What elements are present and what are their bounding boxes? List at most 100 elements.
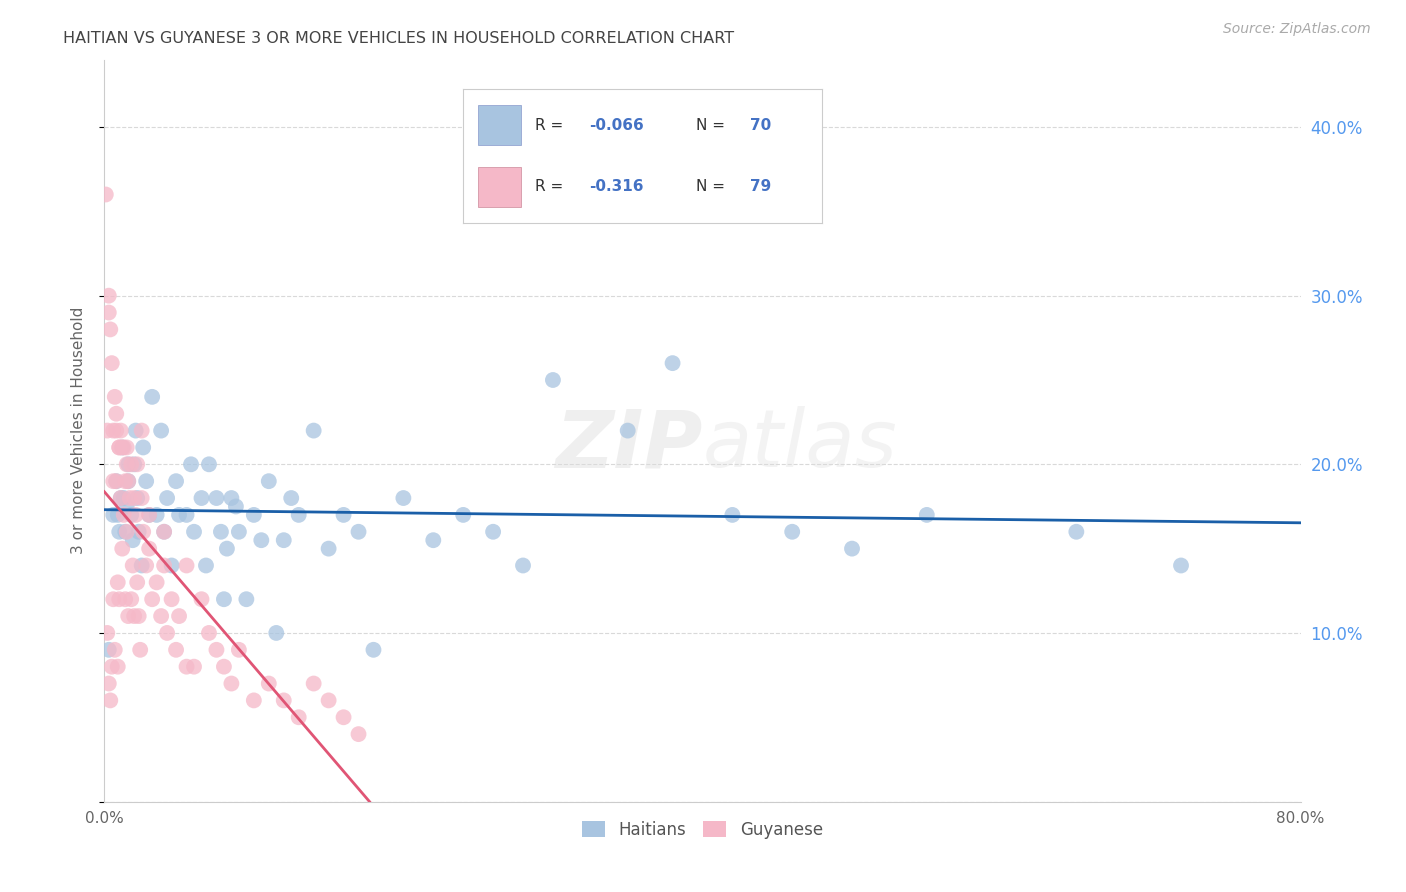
Point [225, 500, 247, 514]
Point [128, 609, 150, 624]
Point [264, 626, 287, 640]
Point [150, 609, 173, 624]
Point [332, 508, 354, 522]
Point [250, 533, 273, 548]
Point [127, 491, 149, 505]
Point [131, 558, 153, 573]
Text: ZIP: ZIP [555, 407, 703, 484]
Point [128, 524, 150, 539]
Point [103, 592, 125, 607]
Point [97, 305, 120, 319]
Point [347, 524, 370, 539]
Point [97, 676, 120, 690]
Point [115, 524, 138, 539]
Point [114, 474, 136, 488]
Point [165, 474, 187, 488]
Point [138, 508, 160, 522]
Point [135, 474, 157, 488]
Point [841, 541, 863, 556]
Point [1170, 558, 1192, 573]
Point [302, 676, 325, 690]
Point [118, 491, 141, 505]
Point [122, 609, 145, 624]
Point [125, 424, 148, 438]
Point [228, 524, 250, 539]
Point [156, 626, 179, 640]
Point [107, 659, 129, 673]
Point [221, 676, 243, 690]
Point [141, 592, 163, 607]
Point [117, 474, 139, 488]
Point [110, 424, 132, 438]
Point [156, 491, 179, 505]
Point [110, 491, 132, 505]
Point [205, 491, 228, 505]
Point [127, 575, 149, 590]
Point [96, 424, 118, 438]
Point [176, 558, 198, 573]
Point [273, 533, 295, 548]
Point [111, 541, 134, 556]
Point [167, 508, 190, 522]
Point [392, 491, 415, 505]
Point [160, 558, 183, 573]
Point [190, 592, 212, 607]
Point [363, 642, 385, 657]
Point [153, 558, 176, 573]
Point [117, 458, 139, 472]
Point [347, 727, 370, 741]
Point [131, 491, 153, 505]
Point [115, 500, 138, 514]
Point [131, 424, 153, 438]
Point [257, 474, 280, 488]
Point [165, 642, 187, 657]
Point [103, 424, 125, 438]
Point [332, 710, 354, 724]
Point [451, 508, 474, 522]
Point [212, 659, 235, 673]
Point [422, 533, 444, 548]
Point [121, 558, 143, 573]
Point [129, 642, 152, 657]
Point [721, 508, 744, 522]
Point [212, 592, 235, 607]
Point [110, 491, 132, 505]
Point [183, 659, 205, 673]
Point [145, 575, 167, 590]
Point [318, 541, 340, 556]
Point [114, 592, 136, 607]
Point [243, 693, 266, 707]
Point [105, 407, 128, 421]
Point [105, 474, 128, 488]
Point [132, 524, 155, 539]
Point [117, 609, 139, 624]
Y-axis label: 3 or more Vehicles in Household: 3 or more Vehicles in Household [72, 307, 86, 554]
Point [97, 642, 120, 657]
Point [108, 441, 131, 455]
Point [100, 356, 122, 370]
Point [228, 642, 250, 657]
Point [138, 541, 160, 556]
Point [153, 524, 176, 539]
Point [107, 508, 129, 522]
Point [120, 458, 142, 472]
Point [112, 441, 135, 455]
Point [111, 441, 134, 455]
Point [105, 474, 128, 488]
Legend: Haitians, Guyanese: Haitians, Guyanese [575, 814, 830, 846]
Point [121, 533, 143, 548]
Point [132, 441, 155, 455]
Point [120, 508, 142, 522]
Point [280, 491, 302, 505]
Point [215, 541, 238, 556]
Point [138, 508, 160, 522]
Point [103, 474, 125, 488]
Point [209, 524, 232, 539]
Point [127, 458, 149, 472]
Point [180, 458, 202, 472]
Point [104, 642, 127, 657]
Point [115, 458, 138, 472]
Point [97, 288, 120, 302]
Point [205, 642, 228, 657]
Point [195, 558, 218, 573]
